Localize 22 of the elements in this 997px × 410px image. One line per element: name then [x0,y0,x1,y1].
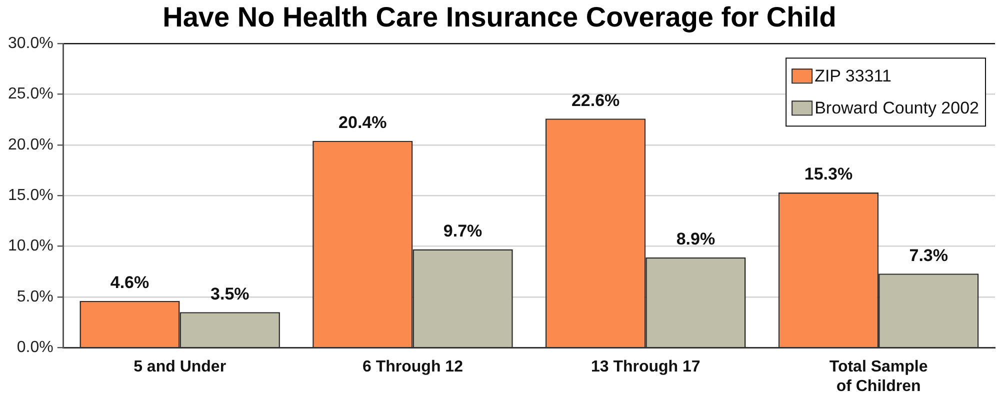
y-tick-label: 5.0% [16,288,54,306]
data-label: 8.9% [676,230,716,249]
data-label: 15.3% [804,164,853,184]
legend-label: ZIP 33311 [814,66,892,86]
x-tick-label: 13 Through 17 [590,358,700,376]
y-tick-label: 0.0% [16,339,54,356]
x-tick-label: 6 Through 12 [362,358,464,376]
data-label: 22.6% [571,90,620,110]
chart-title: Have No Health Care Insurance Coverage for Child [162,2,836,33]
data-label: 7.3% [909,246,948,265]
data-label: 4.6% [110,273,150,292]
y-tick-label: 15.0% [8,187,54,204]
data-label: 9.7% [443,221,482,240]
data-label: 3.5% [210,284,250,304]
y-tick-label: 30.0% [8,35,54,52]
data-label: 20.4% [338,113,387,132]
y-tick-label: 20.0% [8,136,54,154]
y-tick-label: 10.0% [8,238,54,255]
y-tick-label: 25.0% [8,86,54,103]
x-tick-label: Total Sample of Children [829,358,928,395]
x-tick-label: 5 and Under [134,358,226,376]
legend-label: Broward County 2002 [814,98,980,118]
